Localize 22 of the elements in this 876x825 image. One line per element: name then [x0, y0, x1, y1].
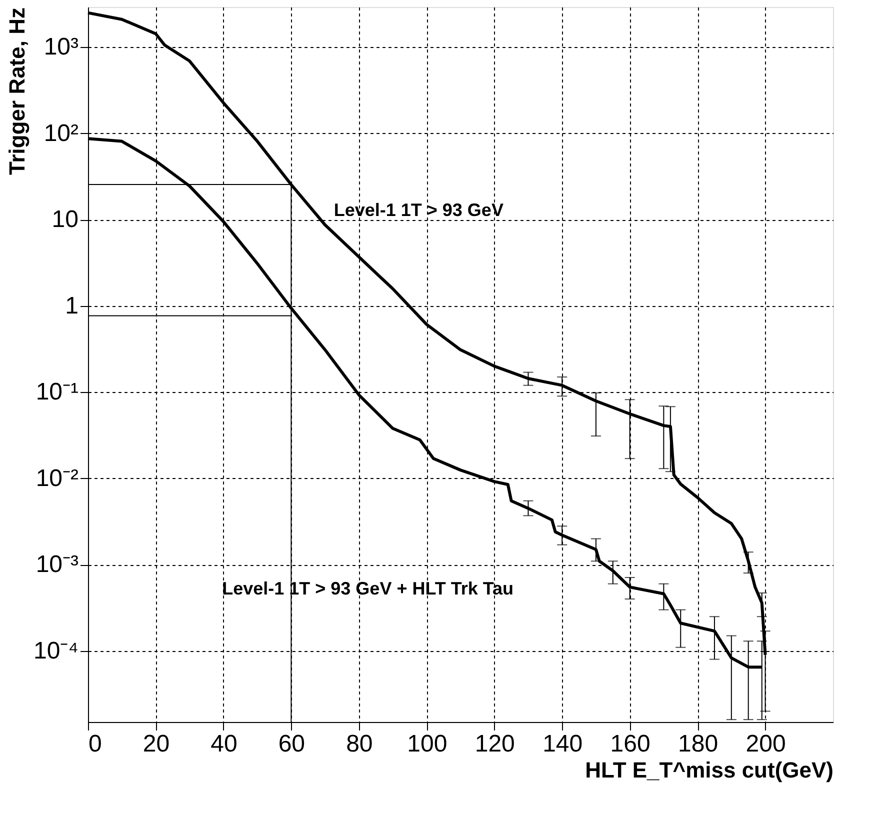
x-axis-title: HLT E_T^miss cut(GeV) [585, 758, 834, 782]
x-tick-label: 40 [210, 730, 238, 758]
x-tick-label: 0 [88, 730, 102, 758]
y-tick-label: 10³ [44, 34, 79, 61]
x-tick-label: 100 [407, 730, 448, 758]
x-tick-label: 20 [142, 730, 170, 758]
x-tick-label: 120 [474, 730, 515, 758]
x-tick-label: 140 [542, 730, 583, 758]
x-tick-label: 60 [278, 730, 306, 758]
y-tick-label: 10⁻¹ [36, 378, 79, 406]
x-tick-label: 180 [678, 730, 718, 758]
x-tick-label: 160 [610, 730, 650, 758]
y-tick-label: 1 [65, 292, 78, 320]
y-tick-label: 10 [52, 206, 78, 234]
x-tick-label: 200 [746, 730, 786, 758]
x-tick-label: 80 [346, 730, 373, 758]
y-tick-label: 10⁻² [36, 464, 79, 492]
y-axis-title: Trigger Rate, Hz [4, 8, 30, 175]
y-tick-label: 10² [44, 120, 79, 147]
y-tick-label: 10⁻⁴ [33, 637, 78, 664]
annotation: Level-1 1T > 93 GeV [334, 200, 504, 220]
y-tick-label: 10⁻³ [36, 551, 79, 578]
